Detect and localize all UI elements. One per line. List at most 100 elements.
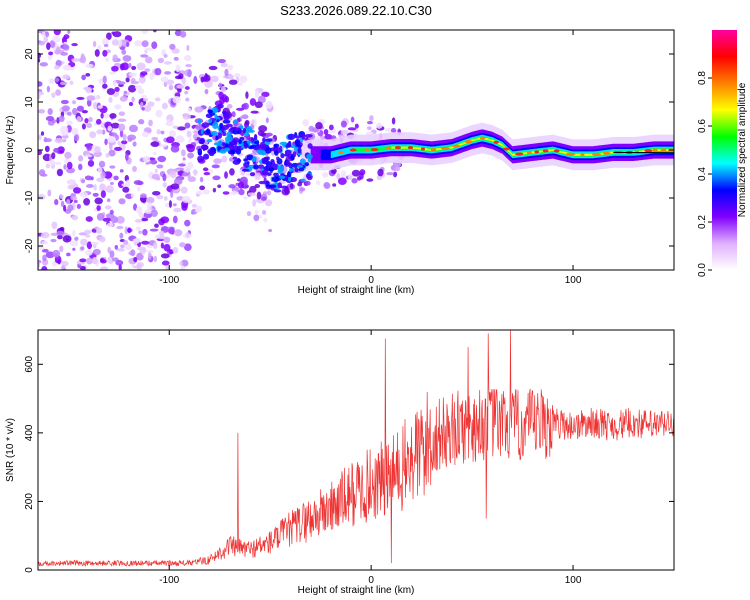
spectrogram-cell bbox=[243, 161, 250, 168]
spectrogram-cell bbox=[136, 252, 144, 261]
spectrogram-cell bbox=[56, 230, 65, 236]
spectrogram-cell bbox=[134, 219, 143, 223]
spectrogram-cell bbox=[105, 57, 109, 62]
spectrogram-cell bbox=[315, 180, 321, 186]
spectrogram-cell bbox=[229, 168, 235, 176]
spectrogram-cell bbox=[136, 186, 141, 192]
spectrogram-cell bbox=[76, 203, 81, 209]
spectrogram-cell bbox=[114, 146, 123, 151]
spectrogram-cell bbox=[304, 133, 313, 138]
spectrogram-cell bbox=[347, 127, 357, 131]
spectrogram-cell bbox=[62, 74, 71, 80]
spectrogram-cell bbox=[263, 177, 267, 183]
spectrogram-cell bbox=[185, 64, 192, 68]
spectrogram-cell bbox=[182, 113, 191, 120]
spectrogram-cell bbox=[177, 87, 182, 93]
spectrogram-cell bbox=[107, 256, 114, 264]
spectrogram-cell bbox=[369, 115, 374, 122]
spectrogram-cell bbox=[217, 184, 222, 188]
x-tick-label: -100 bbox=[159, 575, 179, 586]
spectrogram-cell bbox=[45, 31, 50, 38]
spectrogram-cell bbox=[152, 190, 161, 196]
spectrogram-cell bbox=[51, 152, 56, 160]
spectrogram-cell bbox=[86, 257, 93, 265]
spectrogram-cell bbox=[108, 96, 113, 103]
spectrogram-cell bbox=[91, 256, 98, 265]
spectrogram-cell bbox=[228, 184, 236, 189]
spectrogram-cell bbox=[69, 240, 79, 247]
spectrogram-cell bbox=[246, 154, 254, 161]
spectrogram-cell bbox=[217, 58, 226, 64]
spectrogram-cell bbox=[243, 196, 248, 200]
spectrogram-cell bbox=[147, 101, 155, 107]
spectrogram-cell bbox=[187, 161, 194, 170]
spectrogram-cell bbox=[183, 55, 192, 62]
spectrogram-cell bbox=[122, 186, 130, 193]
spectrogram-cell bbox=[242, 127, 247, 134]
spectrogram-cell bbox=[111, 31, 116, 35]
spectrogram-cell bbox=[186, 130, 192, 138]
spectrogram-cell bbox=[232, 129, 240, 135]
spectrogram-cell bbox=[194, 106, 204, 113]
spectrogram-cell bbox=[160, 130, 165, 135]
spectrogram-hotspot bbox=[580, 153, 585, 157]
spectrogram-cell bbox=[254, 90, 260, 98]
spectrogram-cell bbox=[175, 64, 181, 73]
spectrogram-hotspot bbox=[652, 148, 658, 152]
spectrogram-cell bbox=[213, 142, 221, 146]
spectrogram-cell bbox=[102, 75, 107, 84]
y-tick-label: 200 bbox=[24, 493, 35, 510]
spectrogram-cell bbox=[141, 30, 149, 35]
spectrogram-cell bbox=[179, 242, 186, 248]
spectrogram-cell bbox=[165, 265, 170, 270]
spectrogram-cell bbox=[251, 119, 255, 125]
spectrogram-cell bbox=[106, 222, 114, 228]
spectrogram-plot-area bbox=[38, 30, 674, 270]
spectrogram-hotspot bbox=[542, 149, 549, 153]
spectrogram-cell bbox=[130, 249, 136, 257]
spectrogram-cell bbox=[184, 90, 189, 95]
spectrogram-cell bbox=[51, 221, 58, 230]
spectrogram-cell bbox=[246, 172, 251, 177]
spectrogram-cell bbox=[273, 143, 280, 148]
spectrogram-cell bbox=[85, 154, 93, 158]
spectrogram-cell bbox=[154, 234, 160, 239]
spectrogram-cell bbox=[38, 109, 46, 114]
spectrogram-cell bbox=[257, 95, 266, 104]
spectrogram-cell bbox=[171, 48, 180, 54]
spectrogram-cell bbox=[350, 116, 355, 123]
spectrogram-cell bbox=[347, 173, 354, 180]
spectrogram-cell bbox=[155, 109, 163, 118]
spectrogram-cell bbox=[51, 92, 56, 99]
spectrogram-cell bbox=[258, 180, 267, 185]
spectrogram-cell bbox=[92, 192, 99, 197]
spectrogram-cell bbox=[119, 95, 128, 102]
spectrogram-cell bbox=[150, 209, 158, 218]
spectrogram-cell bbox=[38, 57, 41, 63]
spectrogram-cell bbox=[279, 141, 288, 146]
spectrogram-cell bbox=[237, 181, 244, 189]
spectrogram-cell bbox=[109, 181, 114, 185]
spectrogram-cell bbox=[197, 148, 203, 156]
colorbar-tick-label: 0.4 bbox=[697, 167, 708, 181]
spectrogram-cell bbox=[84, 234, 91, 238]
spectrogram-cell bbox=[121, 62, 129, 71]
spectrogram-cell bbox=[109, 209, 114, 215]
spectrogram-cell bbox=[154, 97, 161, 102]
spectrogram-cell bbox=[193, 169, 198, 176]
spectrogram-cell bbox=[254, 184, 261, 189]
spectrogram-cell bbox=[273, 172, 279, 177]
spectrogram-cell bbox=[105, 185, 114, 193]
spectrogram-cell bbox=[271, 176, 280, 183]
spectrogram-cell bbox=[114, 244, 119, 250]
spectrogram-cell bbox=[152, 30, 157, 33]
spectrogram-cell bbox=[164, 71, 172, 75]
spectrogram-cell bbox=[92, 248, 101, 256]
spectrogram-cell bbox=[149, 228, 159, 232]
spectrogram-cell bbox=[208, 109, 213, 114]
spectrogram-cell bbox=[141, 131, 150, 138]
spectrogram-cell bbox=[96, 205, 101, 211]
spectrogram-cell bbox=[134, 40, 143, 47]
spectrogram-cell bbox=[243, 158, 249, 162]
spectrogram-cell bbox=[86, 241, 93, 250]
